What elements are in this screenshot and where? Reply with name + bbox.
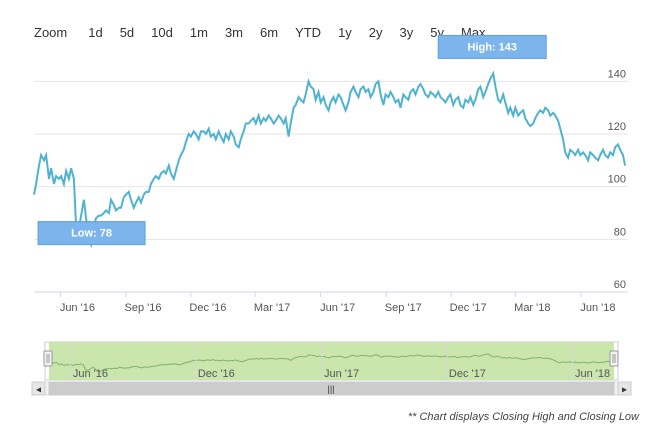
right-arrow-icon: ▸ <box>622 385 627 396</box>
zoom-6m-button[interactable]: 6m <box>260 24 279 40</box>
scrollbar[interactable]: ||| ◂ ▸ <box>31 381 632 396</box>
scrollbar-left-button <box>31 381 46 396</box>
navigator[interactable]: Jun '16 Dec '16 Jun '17 Dec '17 Jun '18 ||| ◂… <box>31 341 632 396</box>
navigator-tick-label: Jun '16 <box>73 368 108 380</box>
y-tick-label: 140 <box>608 68 626 80</box>
zoom-bar: Zoom 1d 5d 10d 1m 3m 6m YTD 1y 2y 3y 5y … <box>34 23 503 41</box>
flag-box <box>37 221 146 246</box>
zoom-label: Zoom <box>34 24 68 40</box>
y-tick-label: 100 <box>608 174 626 186</box>
footnote: ** Chart displays Closing High and Closi… <box>407 411 639 423</box>
zoom-ytd-button[interactable]: YTD <box>295 24 322 40</box>
x-tick-label: Dec '16 <box>189 302 226 314</box>
flag-box <box>437 34 547 59</box>
zoom-1d-button[interactable]: 1d <box>88 24 103 40</box>
stock-chart: 60 80 100 120 140 Jun '16 Sep '16 Dec '16 Mar '… <box>31 34 632 396</box>
x-tick-label: Sep '16 <box>125 302 162 314</box>
scrollbar-right-button <box>617 381 632 396</box>
y-tick-label: 60 <box>614 279 626 291</box>
zoom-1y-button[interactable]: 1y <box>338 24 352 40</box>
navigator-left-handle[interactable] <box>43 350 53 367</box>
x-tick-label: Sep '17 <box>385 302 422 314</box>
x-tick-label: Jun '18 <box>580 302 615 314</box>
navigator-tick-label: Jun '17 <box>324 368 359 380</box>
high-flag: High: 143 <box>437 34 547 59</box>
price-line <box>33 70 627 249</box>
zoom-5d-button[interactable]: 5d <box>119 24 135 40</box>
navigator-tick-label: Jun '18 <box>575 368 610 380</box>
annotation-flags: High: 143 Low: 78 <box>37 34 547 246</box>
zoom-3y-button[interactable]: 3y <box>399 24 414 40</box>
navigator-tick-label: Dec '16 <box>198 368 235 380</box>
left-arrow-icon: ◂ <box>36 385 41 396</box>
scrollbar-grip-icon: ||| <box>327 384 334 394</box>
navigator-selected-range[interactable] <box>49 342 614 380</box>
low-flag: Low: 78 <box>37 221 146 246</box>
zoom-2y-button[interactable]: 2y <box>368 24 383 40</box>
zoom-10d-button[interactable]: 10d <box>151 24 173 40</box>
x-axis-labels: Jun '16 Sep '16 Dec '16 Mar '17 Jun '17 Sep '… <box>60 292 616 314</box>
navigator-axis-labels: Jun '16 Dec '16 Jun '17 Dec '17 Jun '18 <box>69 342 610 380</box>
navigator-right-handle[interactable] <box>609 350 619 367</box>
flag-label: High: 143 <box>467 41 517 53</box>
x-tick-label: Mar '17 <box>254 302 290 314</box>
zoom-1m-button[interactable]: 1m <box>189 24 208 40</box>
flag-label: Low: 78 <box>71 228 112 240</box>
x-tick-label: Jun '17 <box>320 302 355 314</box>
handle-body <box>609 350 619 367</box>
handle-body <box>43 350 53 367</box>
scrollbar-thumb <box>48 381 615 396</box>
x-tick-label: Mar '18 <box>514 302 550 314</box>
y-tick-label: 80 <box>614 226 626 238</box>
x-tick-label: Dec '17 <box>450 302 487 314</box>
x-tick-label: Jun '16 <box>60 302 95 314</box>
navigator-series-line <box>44 353 616 373</box>
y-axis-labels: 60 80 100 120 140 <box>608 68 626 291</box>
navigator-tick-label: Dec '17 <box>449 368 486 380</box>
zoom-3m-button[interactable]: 3m <box>224 24 243 40</box>
y-tick-label: 120 <box>608 121 626 133</box>
